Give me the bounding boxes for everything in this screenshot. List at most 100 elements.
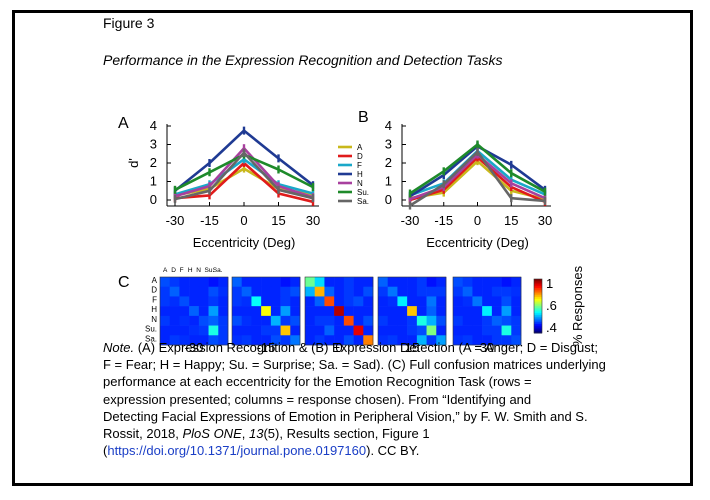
heatmap-cell xyxy=(189,277,200,288)
heatmap-cell xyxy=(270,306,281,317)
legend-label: F xyxy=(357,161,362,170)
heatmap-cell xyxy=(179,335,190,346)
heatmap-cell xyxy=(334,277,345,288)
panel-c-col-label: Sa. xyxy=(213,267,223,274)
colorbar-segment xyxy=(534,306,542,309)
heatmap-cell xyxy=(169,296,180,307)
heatmap-cell xyxy=(363,286,374,297)
heatmap-cell xyxy=(387,296,398,307)
panel-c-col-label: Su. xyxy=(205,267,215,274)
heatmap-cell xyxy=(334,315,345,326)
legend-label: D xyxy=(357,152,363,161)
heatmap-cell xyxy=(208,296,219,307)
heatmap-border xyxy=(231,276,301,346)
heatmap-cell xyxy=(363,306,374,317)
heatmap-cell xyxy=(179,306,190,317)
heatmap-cell xyxy=(218,286,229,297)
heatmap-cell xyxy=(270,296,281,307)
heatmap-cell xyxy=(501,296,512,307)
heatmap-cell xyxy=(453,306,464,317)
heatmap-cell xyxy=(198,296,209,307)
note-line-2: F = Fear; H = Happy; Su. = Surprise; Sa.… xyxy=(103,357,606,373)
heatmap-cell xyxy=(169,306,180,317)
heatmap-cell xyxy=(511,325,522,336)
colorbar-tick-label: .6 xyxy=(546,298,557,313)
heatmap-cell xyxy=(189,306,200,317)
heatmap-cell xyxy=(314,277,325,288)
heatmap-cell xyxy=(472,325,483,336)
heatmap-cell xyxy=(491,296,502,307)
heatmap-cell xyxy=(324,306,335,317)
heatmap-cell xyxy=(280,315,291,326)
colorbar-segment xyxy=(534,302,542,305)
heatmap-cell xyxy=(169,277,180,288)
colorbar-tick-label: .4 xyxy=(546,320,557,335)
heatmap-cell xyxy=(160,286,171,297)
heatmap-cell xyxy=(290,306,301,317)
heatmap-cell xyxy=(290,325,301,336)
heatmap-cell xyxy=(363,315,374,326)
heatmap-cell xyxy=(280,306,291,317)
heatmap-cell xyxy=(270,277,281,288)
heatmap-cell xyxy=(453,277,464,288)
heatmap-cell xyxy=(198,325,209,336)
panel-a-x-tick-label: 30 xyxy=(306,213,320,228)
heatmap-cell xyxy=(241,335,252,346)
panel-c-col-label: D xyxy=(171,267,176,274)
panel-a-x-axis-label: Eccentricity (Deg) xyxy=(193,235,296,250)
heatmap-cell xyxy=(453,286,464,297)
panel-b-x-tick-label: -30 xyxy=(401,213,420,228)
heatmap-cell xyxy=(462,335,473,346)
heatmap-cell xyxy=(179,286,190,297)
heatmap-cell xyxy=(261,277,272,288)
colorbar-segment xyxy=(534,331,542,334)
heatmap-border xyxy=(159,276,229,346)
colorbar-segment xyxy=(534,284,542,287)
heatmap-cell xyxy=(334,306,345,317)
heatmap-cell xyxy=(261,286,272,297)
colorbar-segment xyxy=(534,325,542,329)
heatmap-cell xyxy=(343,325,354,336)
panel-c-row-label: H xyxy=(151,305,157,314)
heatmap-cell xyxy=(314,286,325,297)
heatmap-cell xyxy=(160,306,171,317)
panel-a-x-tick-label: -15 xyxy=(200,213,219,228)
heatmap-cell xyxy=(198,277,209,288)
heatmap-cell xyxy=(334,296,345,307)
heatmap-cell xyxy=(232,286,243,297)
heatmap-cell xyxy=(491,286,502,297)
heatmap-cell xyxy=(353,296,364,307)
heatmap-cell xyxy=(472,277,483,288)
heatmap-cell xyxy=(208,306,219,317)
heatmap-cell xyxy=(511,296,522,307)
heatmap-cell xyxy=(251,277,262,288)
heatmap-border xyxy=(377,276,447,346)
colorbar-segment xyxy=(534,311,542,314)
panel-b-y-tick-label: 1 xyxy=(385,174,392,189)
legend-label: N xyxy=(357,179,363,188)
heatmap-cell xyxy=(232,277,243,288)
heatmap-cell xyxy=(511,306,522,317)
colorbar-segment xyxy=(534,288,542,291)
heatmap-cell xyxy=(179,325,190,336)
colorbar-segment xyxy=(534,322,542,325)
panel-c-row-label: F xyxy=(152,295,157,304)
doi-link[interactable]: https://doi.org/10.1371/journal.pone.019… xyxy=(107,443,367,459)
heatmap-cell xyxy=(436,296,447,307)
heatmap-cell xyxy=(462,286,473,297)
heatmap-cell xyxy=(343,286,354,297)
heatmap-cell xyxy=(198,286,209,297)
heatmap-cell xyxy=(208,335,219,346)
colorbar-segment xyxy=(534,293,542,296)
heatmap-cell xyxy=(251,315,262,326)
heatmap-cell xyxy=(179,315,190,326)
heatmap-cell xyxy=(491,325,502,336)
panel-b-x-axis-label: Eccentricity (Deg) xyxy=(426,235,529,250)
heatmap-cell xyxy=(189,315,200,326)
panel-b-y-tick-label: 3 xyxy=(385,137,392,152)
heatmap-cell xyxy=(407,335,418,346)
heatmap-cell xyxy=(472,296,483,307)
heatmap-cell xyxy=(426,286,437,297)
heatmap-cell xyxy=(407,277,418,288)
heatmap-cell xyxy=(462,296,473,307)
